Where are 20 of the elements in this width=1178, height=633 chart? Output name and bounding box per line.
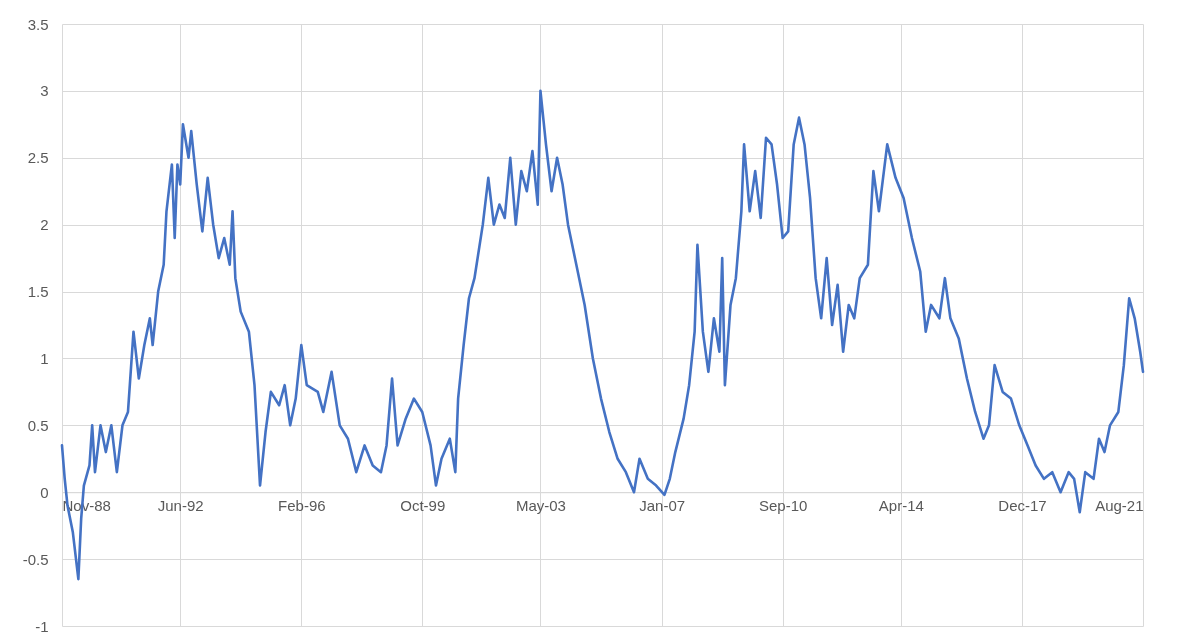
line-series [60, 89, 1145, 581]
y-tick-label: 1 [40, 349, 49, 367]
x-tick-label: May-03 [515, 496, 566, 514]
x-tick-label: Dec-17 [998, 496, 1047, 514]
y-tick-label: 0.5 [27, 416, 49, 434]
x-tick-label: Aug-21 [1095, 496, 1144, 514]
y-tick-label: 2 [40, 216, 49, 234]
y-tick-label: 0 [40, 483, 49, 501]
y-tick-label: -0.5 [22, 550, 49, 568]
x-tick-label: Sep-10 [758, 496, 808, 514]
x-tick-label: Jun-92 [157, 496, 204, 514]
x-tick-label: Jan-07 [639, 496, 686, 514]
x-tick-label: Feb-96 [278, 496, 326, 514]
y-tick-label: 3 [40, 82, 49, 100]
y-tick-label: 1.5 [27, 283, 49, 301]
y-tick-label: 3.5 [27, 15, 49, 33]
y-tick-label: 2.5 [27, 149, 49, 167]
x-tick-label: Apr-14 [878, 496, 924, 514]
y-tick-label: -1 [35, 617, 49, 633]
x-tick-label: Oct-99 [400, 496, 446, 514]
